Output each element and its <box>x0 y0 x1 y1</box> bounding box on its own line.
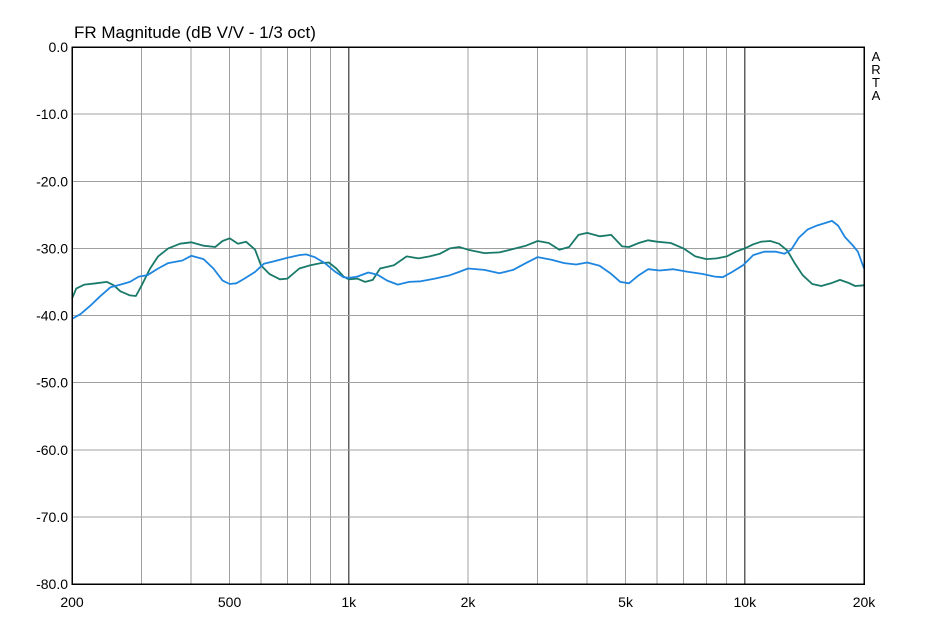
y-tick-label: -80.0 <box>36 576 68 592</box>
y-axis-tick-labels: 0.0 -10.0 -20.0 -30.0 -40.0 -50.0 -60.0 -70.0 -8… <box>36 39 68 592</box>
x-tick-label: 20k <box>853 594 877 610</box>
x-tick-label: 2k <box>461 594 477 610</box>
y-tick-label: -10.0 <box>36 106 68 122</box>
x-tick-label: 1k <box>341 594 357 610</box>
y-tick-label: -20.0 <box>36 173 68 189</box>
y-tick-label: 0.0 <box>49 39 69 55</box>
brand-letter: T <box>872 75 880 90</box>
x-axis-tick-labels: 200 500 1k 2k 5k 10k 20k <box>60 594 876 610</box>
brand-letter: A <box>872 49 881 64</box>
y-tick-label: -70.0 <box>36 509 68 525</box>
x-tick-label: 5k <box>618 594 634 610</box>
y-tick-label: -50.0 <box>36 375 68 391</box>
series-line-2 <box>71 220 865 320</box>
series-layer <box>71 220 865 320</box>
grid-layer <box>72 47 864 584</box>
x-tick-label: 10k <box>734 594 758 610</box>
brand-letter: R <box>871 62 880 77</box>
plot-frame <box>71 46 865 585</box>
brand-letter: A <box>872 88 881 103</box>
y-tick-label: -60.0 <box>36 442 68 458</box>
y-tick-label: -40.0 <box>36 308 68 324</box>
chart-title: FR Magnitude (dB V/V - 1/3 oct) <box>74 23 316 42</box>
series-line-1 <box>71 232 865 300</box>
y-tick-label: -30.0 <box>36 240 68 256</box>
x-tick-label: 500 <box>218 594 242 610</box>
x-tick-label: 200 <box>60 594 84 610</box>
